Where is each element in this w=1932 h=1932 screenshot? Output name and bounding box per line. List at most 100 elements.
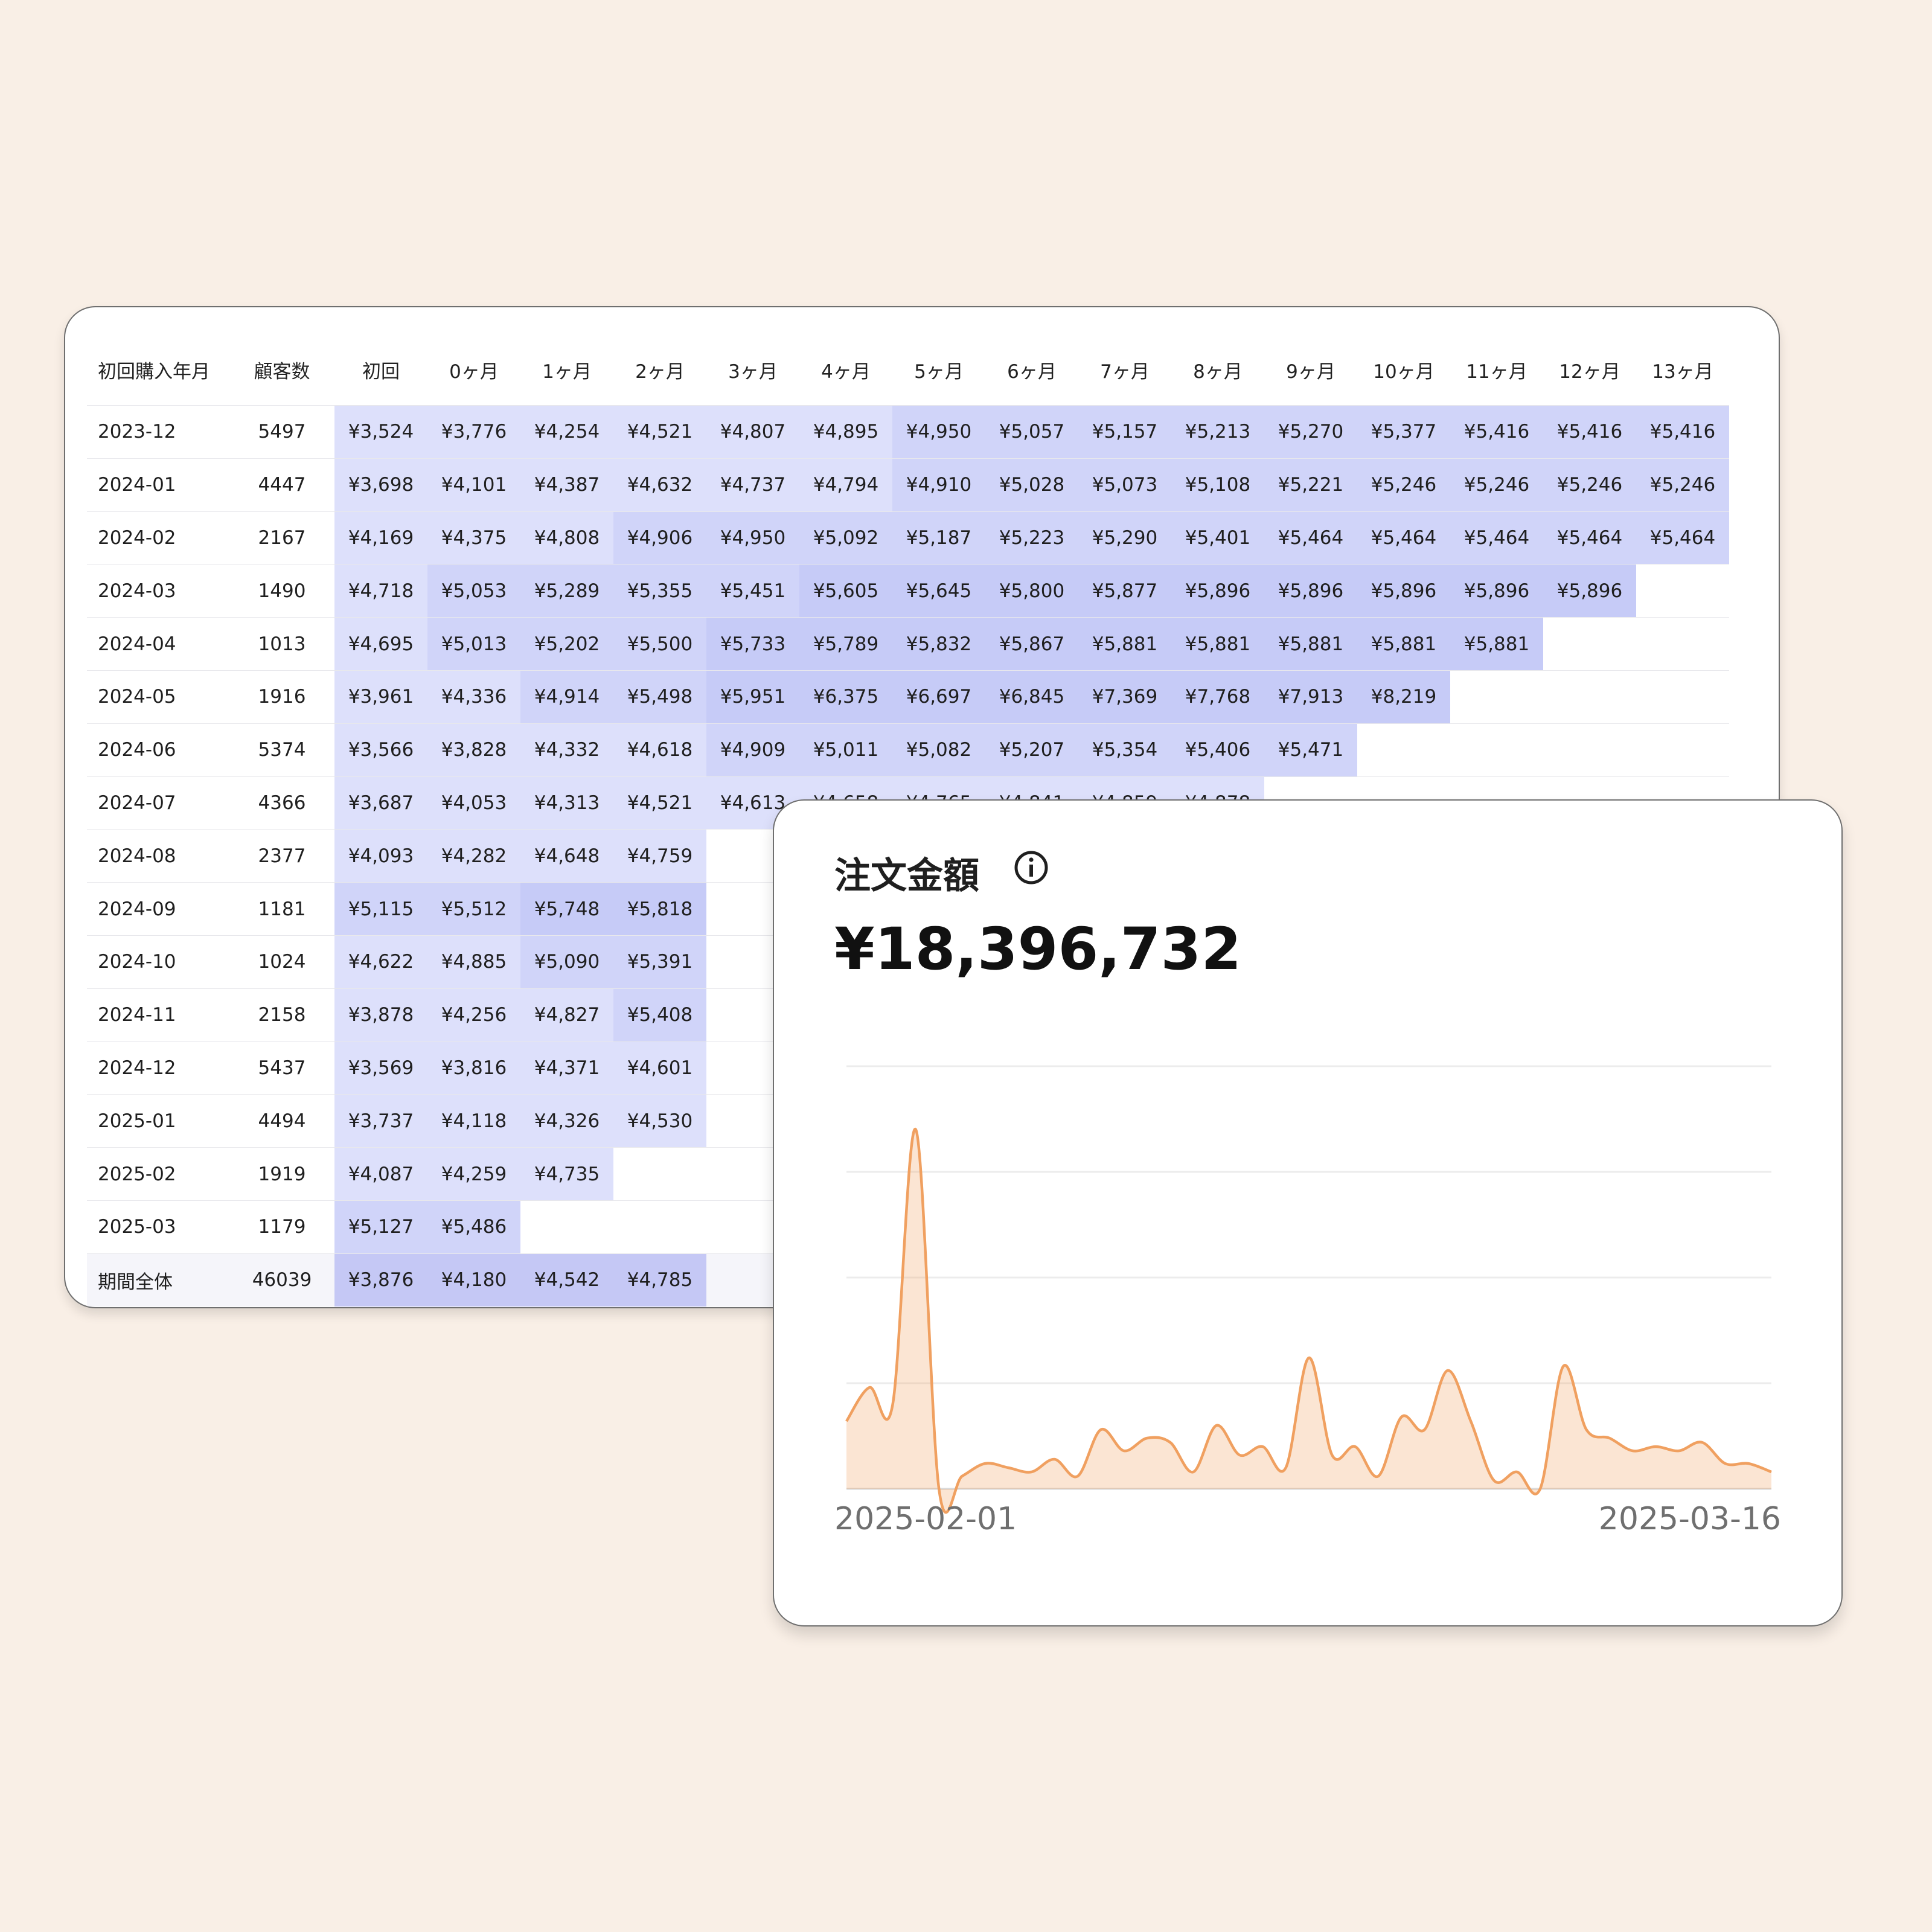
order-amount-title: 注文金額 (834, 855, 979, 897)
value-cell: ¥4,101 (427, 458, 520, 512)
value-cell: ¥4,375 (427, 511, 520, 565)
value-cell: ¥5,246 (1636, 458, 1729, 512)
value-cell: ¥5,881 (1357, 617, 1450, 671)
value-cell: ¥4,118 (427, 1094, 520, 1148)
value-cell: ¥5,073 (1078, 458, 1171, 512)
value-cell: ¥4,827 (520, 988, 613, 1042)
value-cell: ¥3,687 (334, 776, 427, 830)
header-cell: 13ヶ月 (1652, 360, 1713, 383)
value-cell: ¥5,013 (427, 617, 520, 671)
value-cell: ¥3,566 (334, 723, 427, 777)
table-row: 2024-02 2167 ¥4,169 ¥4,375 ¥4,808 ¥4,906 ¥4,95… (87, 511, 1729, 565)
value-cell: ¥4,387 (520, 458, 613, 512)
value-cell: ¥5,401 (1171, 511, 1264, 565)
value-cell: ¥5,090 (520, 935, 613, 989)
order-amount-total: ¥18,396,732 (834, 915, 1242, 983)
value-cell: ¥5,416 (1543, 405, 1636, 459)
table-row: 2023-12 5497 ¥3,524 ¥3,776 ¥4,254 ¥4,521 ¥4,80… (87, 405, 1729, 459)
order-amount-card: 注文金額 ¥18,396,732 2025-02-01 2025-03-16 (773, 799, 1843, 1627)
value-cell: ¥4,885 (427, 935, 520, 989)
value-cell: ¥4,808 (520, 511, 613, 565)
empty-cell (1636, 564, 1729, 618)
value-cell: ¥4,914 (520, 670, 613, 724)
customer-count-cell: 5497 (229, 405, 334, 459)
value-cell: ¥5,789 (799, 617, 892, 671)
cohort-month-cell: 2024-02 (87, 511, 229, 565)
empty-cell (1543, 723, 1636, 777)
value-cell: ¥6,845 (985, 670, 1078, 724)
value-cell: ¥4,910 (892, 458, 985, 512)
value-cell: ¥4,622 (334, 935, 427, 989)
value-cell: ¥5,800 (985, 564, 1078, 618)
value-cell: ¥5,867 (985, 617, 1078, 671)
value-cell: ¥4,087 (334, 1147, 427, 1201)
value-cell: ¥5,951 (706, 670, 799, 724)
value-cell: ¥7,768 (1171, 670, 1264, 724)
value-cell: ¥5,223 (985, 511, 1078, 565)
x-axis-start-label: 2025-02-01 (834, 1501, 1017, 1537)
cohort-month-cell: 2024-07 (87, 776, 229, 830)
value-cell: ¥7,913 (1264, 670, 1357, 724)
value-cell: ¥3,961 (334, 670, 427, 724)
value-cell: ¥7,369 (1078, 670, 1171, 724)
value-cell: ¥4,648 (520, 829, 613, 883)
value-cell: ¥3,876 (334, 1253, 427, 1307)
value-cell: ¥4,785 (613, 1253, 706, 1307)
value-cell: ¥5,221 (1264, 458, 1357, 512)
value-cell: ¥4,718 (334, 564, 427, 618)
value-cell: ¥5,512 (427, 882, 520, 936)
customer-count-cell: 1919 (229, 1147, 334, 1201)
value-cell: ¥3,569 (334, 1041, 427, 1095)
value-cell: ¥5,246 (1357, 458, 1450, 512)
info-icon[interactable] (1014, 850, 1049, 885)
cohort-month-cell: 2024-04 (87, 617, 229, 671)
value-cell: ¥5,246 (1450, 458, 1543, 512)
value-cell: ¥5,486 (427, 1200, 520, 1254)
value-cell: ¥5,645 (892, 564, 985, 618)
value-cell: ¥4,950 (892, 405, 985, 459)
value-cell: ¥4,950 (706, 511, 799, 565)
value-cell: ¥5,354 (1078, 723, 1171, 777)
empty-cell (1636, 670, 1729, 724)
customer-count-cell: 1013 (229, 617, 334, 671)
cohort-month-cell: 2024-06 (87, 723, 229, 777)
value-cell: ¥5,011 (799, 723, 892, 777)
cohort-month-cell: 2024-08 (87, 829, 229, 883)
value-cell: ¥5,896 (1450, 564, 1543, 618)
header-cell: 4ヶ月 (821, 360, 871, 383)
value-cell: ¥4,906 (613, 511, 706, 565)
customer-count-cell: 5374 (229, 723, 334, 777)
header-cell: 3ヶ月 (728, 360, 778, 383)
header-cell: 5ヶ月 (914, 360, 964, 383)
cohort-month-cell: 2025-01 (87, 1094, 229, 1148)
header-cell: 7ヶ月 (1100, 360, 1150, 383)
customer-count-cell: 2167 (229, 511, 334, 565)
value-cell: ¥4,759 (613, 829, 706, 883)
order-amount-chart (845, 1065, 1772, 1514)
cohort-month-cell: 2024-09 (87, 882, 229, 936)
value-cell: ¥5,092 (799, 511, 892, 565)
value-cell: ¥5,881 (1450, 617, 1543, 671)
value-cell: ¥5,377 (1357, 405, 1450, 459)
customer-count-cell: 1024 (229, 935, 334, 989)
value-cell: ¥4,336 (427, 670, 520, 724)
header-cell: 2ヶ月 (635, 360, 685, 383)
value-cell: ¥4,332 (520, 723, 613, 777)
value-cell: ¥5,896 (1357, 564, 1450, 618)
value-cell: ¥4,169 (334, 511, 427, 565)
value-cell: ¥5,471 (1264, 723, 1357, 777)
value-cell: ¥5,246 (1543, 458, 1636, 512)
cohort-month-cell: 2024-10 (87, 935, 229, 989)
value-cell: ¥8,219 (1357, 670, 1450, 724)
cohort-month-cell: 2024-05 (87, 670, 229, 724)
customer-count-cell: 4494 (229, 1094, 334, 1148)
value-cell: ¥3,698 (334, 458, 427, 512)
cohort-month-cell: 2025-03 (87, 1200, 229, 1254)
value-cell: ¥6,697 (892, 670, 985, 724)
area-fill (846, 1129, 1771, 1512)
value-cell: ¥4,521 (613, 776, 706, 830)
empty-cell (1636, 723, 1729, 777)
customer-count-cell: 4447 (229, 458, 334, 512)
value-cell: ¥4,695 (334, 617, 427, 671)
cohort-month-cell: 2024-11 (87, 988, 229, 1042)
